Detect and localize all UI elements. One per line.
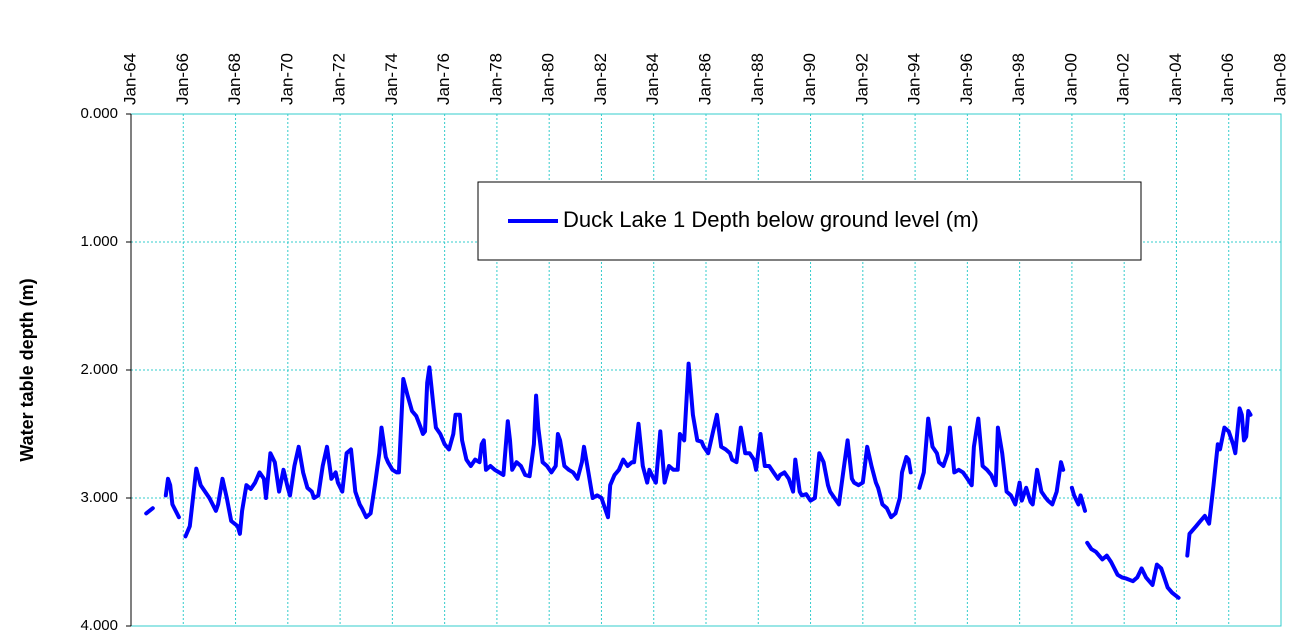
x-tick-label: Jan-86 — [695, 53, 714, 105]
x-tick-label: Jan-92 — [852, 53, 871, 105]
x-tick-label: Jan-68 — [225, 53, 244, 105]
x-tick-label: Jan-76 — [434, 53, 453, 105]
y-tick-label: 1.000 — [80, 233, 118, 250]
x-tick-label: Jan-04 — [1166, 53, 1185, 105]
x-tick-label: Jan-08 — [1270, 53, 1289, 105]
x-tick-label: Jan-96 — [957, 53, 976, 105]
x-tick-label: Jan-02 — [1114, 53, 1133, 105]
legend: Duck Lake 1 Depth below ground level (m) — [477, 181, 1142, 261]
x-tick-label: Jan-90 — [800, 53, 819, 105]
x-tick-label: Jan-74 — [382, 53, 401, 105]
x-tick-label: Jan-78 — [486, 53, 505, 105]
x-tick-label: Jan-66 — [173, 53, 192, 105]
x-tick-label: Jan-06 — [1218, 53, 1237, 105]
y-tick-label: 4.000 — [80, 617, 118, 634]
x-tick-label: Jan-64 — [120, 53, 139, 105]
legend-label: Duck Lake 1 Depth below ground level (m) — [563, 207, 979, 232]
x-tick-label: Jan-72 — [330, 53, 349, 105]
x-tick-label: Jan-00 — [1061, 53, 1080, 105]
x-tick-label: Jan-82 — [591, 53, 610, 105]
x-tick-label: Jan-88 — [748, 53, 767, 105]
legend-box — [477, 181, 1142, 261]
y-tick-label: 0.000 — [80, 105, 118, 122]
x-tick-label: Jan-70 — [277, 53, 296, 105]
y-axis-label: Water table depth (m) — [17, 278, 37, 461]
x-tick-label: Jan-84 — [643, 53, 662, 105]
x-tick-label: Jan-94 — [905, 53, 924, 105]
data-line — [144, 361, 1253, 600]
x-tick-label: Jan-98 — [1009, 53, 1028, 105]
y-tick-label: 3.000 — [80, 489, 118, 506]
y-tick-label: 2.000 — [80, 361, 118, 378]
x-tick-label: Jan-80 — [539, 53, 558, 105]
